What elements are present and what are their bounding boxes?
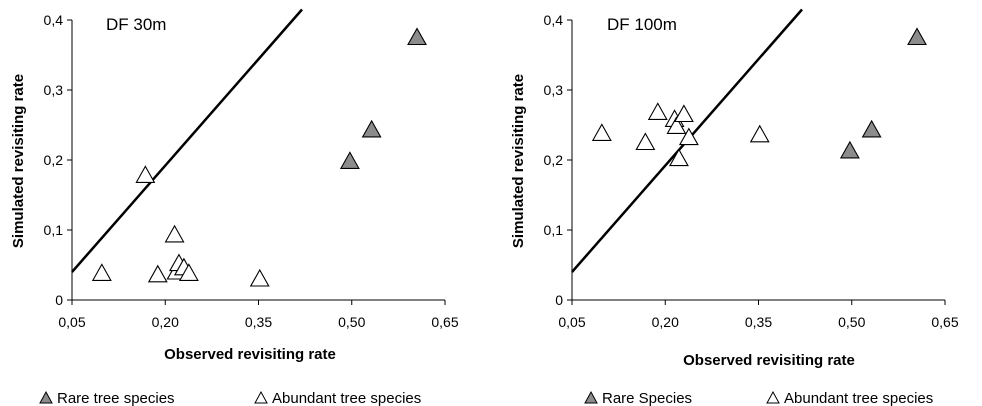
- y-axis-title: Simulated revisiting rate: [10, 74, 27, 248]
- panel-df-100m: DF 100m Observed revisiting rate Simulat…: [510, 8, 959, 406]
- x-tick-label: 0,20: [152, 314, 179, 330]
- abundant-species-point: [749, 124, 770, 143]
- rare-species-point: [339, 151, 360, 169]
- legend-label-abundant: Abundant tree species: [784, 390, 933, 406]
- y-tick-label: 0,3: [44, 82, 64, 98]
- x-tick-label: 0,65: [431, 314, 458, 330]
- rare-species-point: [407, 27, 427, 46]
- legend: Rare Species Abundant tree species: [584, 390, 933, 406]
- abundant-species-point: [147, 264, 168, 283]
- rare-species-point: [861, 119, 882, 138]
- abundant-species-point: [673, 104, 694, 123]
- legend-label-rare: Rare Species: [602, 390, 692, 406]
- abundant-species-point: [135, 165, 156, 183]
- y-tick-label: 0: [555, 292, 563, 308]
- abundant-species-point: [647, 102, 668, 120]
- x-tick-label: 0,20: [652, 314, 679, 330]
- abundant-species-point: [666, 116, 687, 134]
- panel-title: DF 30m: [106, 15, 166, 34]
- y-tick-label: 0,2: [44, 152, 64, 168]
- x-axis-title: Observed revisiting rate: [683, 352, 855, 369]
- x-tick-label: 0,35: [245, 314, 272, 330]
- y-tick-label: 0,4: [44, 12, 64, 28]
- abundant-species-point: [678, 127, 699, 146]
- abundant-species-point: [591, 123, 612, 141]
- x-tick-label: 0,05: [558, 314, 585, 330]
- x-tick-label: 0,50: [338, 314, 365, 330]
- legend-marker-abundant: [766, 390, 780, 404]
- legend-label-rare: Rare tree species: [57, 390, 175, 406]
- abundant-species-point: [249, 268, 270, 287]
- x-tick-label: 0,50: [838, 314, 865, 330]
- x-tick-label: 0,65: [931, 314, 958, 330]
- x-axis-title: Observed revisiting rate: [164, 346, 336, 363]
- y-tick-label: 0,4: [544, 12, 564, 28]
- legend-marker-rare: [39, 390, 53, 404]
- y-tick-label: 0,3: [544, 82, 564, 98]
- rare-species-point: [907, 27, 927, 46]
- abundant-species-point: [635, 132, 656, 151]
- panel-title: DF 100m: [607, 15, 677, 34]
- legend-label-abundant: Abundant tree species: [272, 390, 421, 406]
- reference-line: [71, 8, 303, 273]
- abundant-species-point: [91, 263, 112, 281]
- y-axis-title: Simulated revisiting rate: [510, 74, 527, 248]
- x-tick-label: 0,05: [58, 314, 85, 330]
- abundant-species-point: [668, 148, 689, 167]
- y-tick-label: 0,1: [544, 222, 564, 238]
- panel-df-30m: DF 30m Observed revisiting rate Simulate…: [10, 8, 459, 406]
- y-tick-label: 0: [55, 292, 63, 308]
- abundant-species-point: [178, 263, 199, 281]
- legend-marker-rare: [584, 390, 598, 404]
- abundant-species-point: [164, 224, 185, 243]
- legend-marker-abundant: [254, 390, 268, 404]
- rare-species-point: [839, 140, 860, 159]
- y-tick-label: 0,2: [544, 152, 564, 168]
- rare-species-point: [361, 119, 382, 138]
- x-tick-label: 0,35: [745, 314, 772, 330]
- legend: Rare tree species Abundant tree species: [39, 390, 421, 406]
- y-tick-label: 0,1: [44, 222, 64, 238]
